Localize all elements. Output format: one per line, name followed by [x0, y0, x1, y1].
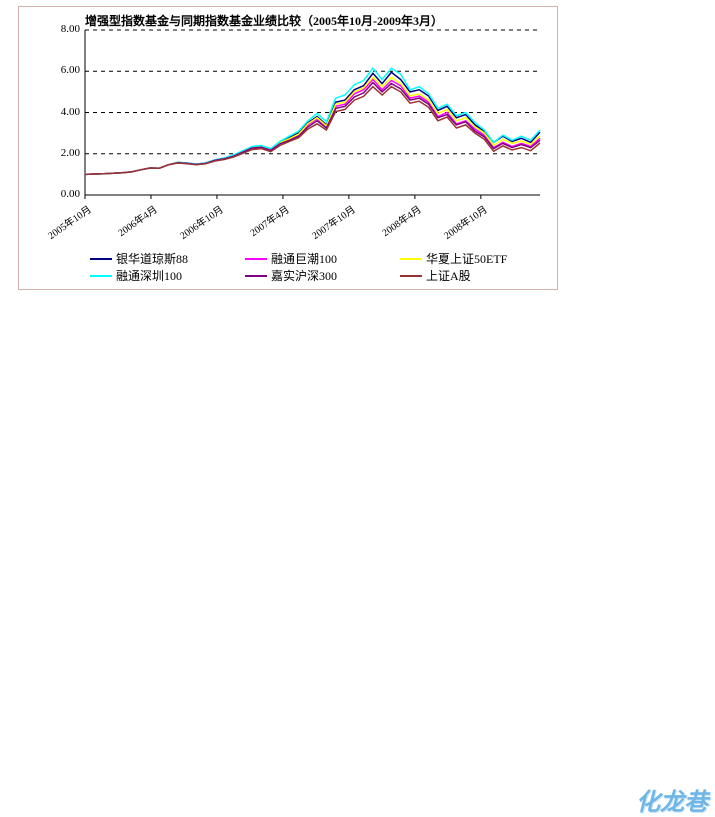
- chart-plot: [85, 30, 540, 195]
- legend-swatch: [245, 275, 267, 277]
- legend-swatch: [90, 258, 112, 260]
- chart-title: 增强型指数基金与同期指数基金业绩比较（2005年10月-2009年3月）: [85, 12, 443, 29]
- legend-swatch: [245, 258, 267, 260]
- watermark: 化龙巷: [636, 782, 708, 817]
- y-tick-label: 2.00: [40, 147, 80, 159]
- legend-item-0: 银华道琼斯88: [90, 250, 188, 267]
- legend-item-2: 华夏上证50ETF: [400, 250, 507, 267]
- legend-label: 融通深圳100: [116, 267, 182, 284]
- legend-item-5: 上证A股: [400, 267, 471, 284]
- y-tick-label: 0.00: [40, 188, 80, 200]
- legend-swatch: [400, 258, 422, 260]
- legend-swatch: [90, 275, 112, 277]
- y-tick-label: 6.00: [40, 64, 80, 76]
- legend-label: 银华道琼斯88: [116, 250, 188, 267]
- legend-swatch: [400, 275, 422, 277]
- legend-label: 嘉实沪深300: [271, 267, 337, 284]
- legend-label: 华夏上证50ETF: [426, 250, 507, 267]
- legend-label: 上证A股: [426, 267, 471, 284]
- legend-item-1: 融通巨潮100: [245, 250, 337, 267]
- y-tick-label: 4.00: [40, 106, 80, 118]
- legend-item-3: 融通深圳100: [90, 267, 182, 284]
- series-line-5: [85, 87, 540, 175]
- legend-label: 融通巨潮100: [271, 250, 337, 267]
- series-line-4: [85, 83, 540, 175]
- y-tick-label: 8.00: [40, 23, 80, 35]
- legend-item-4: 嘉实沪深300: [245, 267, 337, 284]
